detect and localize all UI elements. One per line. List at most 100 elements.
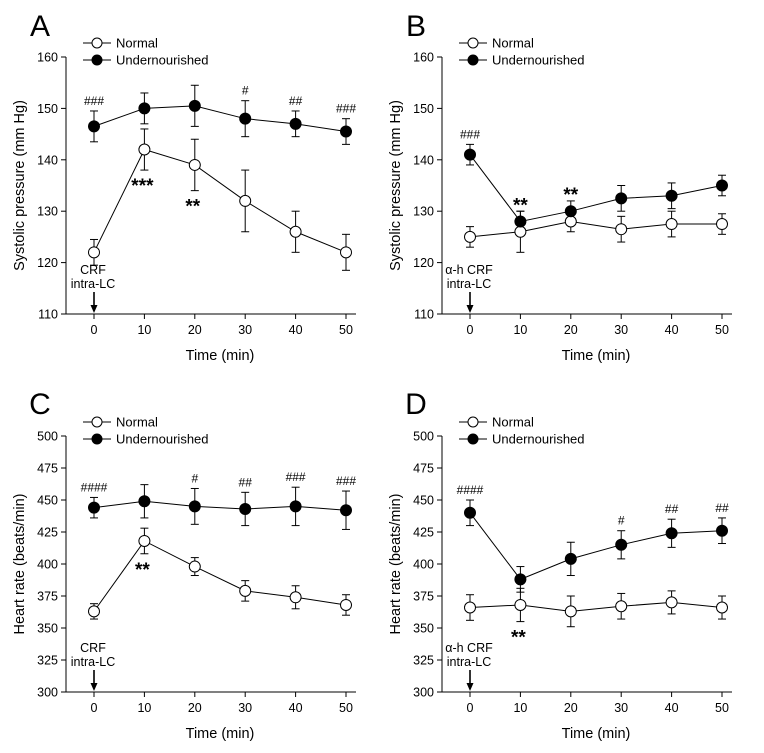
data-point-normal [138,143,151,156]
panel-a: A 110 120 130 140 150 160 0 10 20 30 40 50 Time (min)… [12,10,356,364]
y-tick-label: 325 [37,654,58,668]
panel-letter: A [30,10,50,43]
significance-stars: ** [563,185,578,206]
data-point-undernourished [464,148,476,161]
injection-label: intra-LC [447,277,491,291]
data-point-normal [340,246,352,259]
y-tick-label: 425 [413,526,434,540]
x-tick-label: 50 [339,323,353,337]
data-point-normal [464,230,476,243]
x-tick-label: 20 [188,701,202,715]
data-point-normal [615,600,628,613]
panel-c: C 300 325 350 375 400 425 450 475 500 0 10 20 30 40 50 T… [12,388,356,742]
data-point-normal [239,584,252,597]
data-point-normal [239,194,252,207]
legend-label-undernourished: Undernourished [116,432,209,447]
y-tick-label: 300 [37,686,58,700]
significance-hash: # [242,84,249,98]
data-point-undernourished [615,192,628,205]
injection-arrow-icon [466,305,474,313]
x-tick-label: 50 [715,323,729,337]
data-point-normal [138,534,151,547]
data-point-undernourished [564,552,577,565]
data-point-undernourished [514,573,527,586]
legend-label-normal: Normal [116,36,158,51]
y-tick-label: 140 [413,153,434,167]
data-point-undernourished [665,527,678,540]
panel-letter: B [406,10,426,43]
series-line-undernourished [93,500,347,511]
x-tick-label: 30 [238,323,252,337]
injection-label: intra-LC [447,655,491,669]
data-point-undernourished [716,524,728,537]
data-point-undernourished [88,501,100,514]
data-point-normal [514,225,527,238]
significance-stars: ** [513,195,528,216]
data-point-undernourished [188,500,201,513]
legend-marker-undernourished [467,433,479,445]
significance-hash: ### [336,102,356,116]
legend-label-undernourished: Undernourished [492,53,585,68]
y-tick-label: 500 [37,430,58,444]
significance-hash: ### [84,94,104,108]
y-tick-label: 500 [413,430,434,444]
x-tick-label: 40 [289,701,303,715]
x-tick-label: 30 [614,701,628,715]
data-point-normal [340,598,352,611]
data-point-undernourished [88,120,100,133]
series-line-normal [93,540,347,612]
significance-hash: ### [336,474,356,488]
significance-stars: ** [185,197,200,218]
y-tick-label: 120 [37,256,58,270]
data-point-normal [514,598,527,611]
significance-hash: # [618,514,625,528]
panel-d: D 300 325 350 375 400 425 450 475 500 0 10 20 30 40 50 T… [388,388,732,742]
x-tick-label: 30 [614,323,628,337]
series-line-normal [93,148,347,253]
series-line-undernourished [469,512,723,580]
legend-marker-undernourished [91,433,103,445]
data-point-undernourished [239,112,252,125]
legend-marker-normal [91,37,103,49]
x-tick-label: 0 [91,701,98,715]
data-point-normal [665,596,678,609]
y-tick-label: 110 [414,308,434,322]
legend-label-normal: Normal [492,415,534,430]
data-point-normal [88,605,100,618]
data-point-normal [188,158,201,171]
legend-label-undernourished: Undernourished [492,432,585,447]
significance-stars: ** [135,560,150,581]
y-tick-label: 140 [37,153,58,167]
x-axis-title: Time (min) [562,726,631,742]
data-point-undernourished [340,125,352,138]
significance-hash: ## [665,502,679,516]
y-tick-label: 450 [37,494,58,508]
y-tick-label: 425 [37,526,58,540]
legend-label-normal: Normal [116,415,158,430]
y-tick-label: 160 [413,51,434,65]
data-point-undernourished [289,117,302,130]
panel-letter: C [29,388,51,421]
y-tick-label: 110 [38,308,58,322]
x-tick-label: 40 [289,323,303,337]
series-line-normal [469,601,723,612]
injection-label: CRF [80,263,106,277]
y-tick-label: 450 [413,494,434,508]
significance-hash: #### [81,480,108,494]
significance-hash: ## [239,475,253,489]
legend-marker-normal [467,37,479,49]
data-point-undernourished [188,99,201,112]
data-point-normal [289,225,302,238]
data-point-undernourished [289,500,302,513]
y-tick-label: 130 [413,205,434,219]
data-point-undernourished [665,189,678,202]
data-point-normal [716,601,728,614]
panel-b: B 110 120 130 140 150 160 0 10 20 30 40 50 Time (min)… [388,10,732,364]
significance-hash: ## [715,501,729,515]
data-point-normal [564,215,577,228]
legend-marker-normal [91,416,103,428]
y-tick-label: 130 [37,205,58,219]
legend-marker-undernourished [467,54,479,66]
panel-letter: D [405,388,427,421]
